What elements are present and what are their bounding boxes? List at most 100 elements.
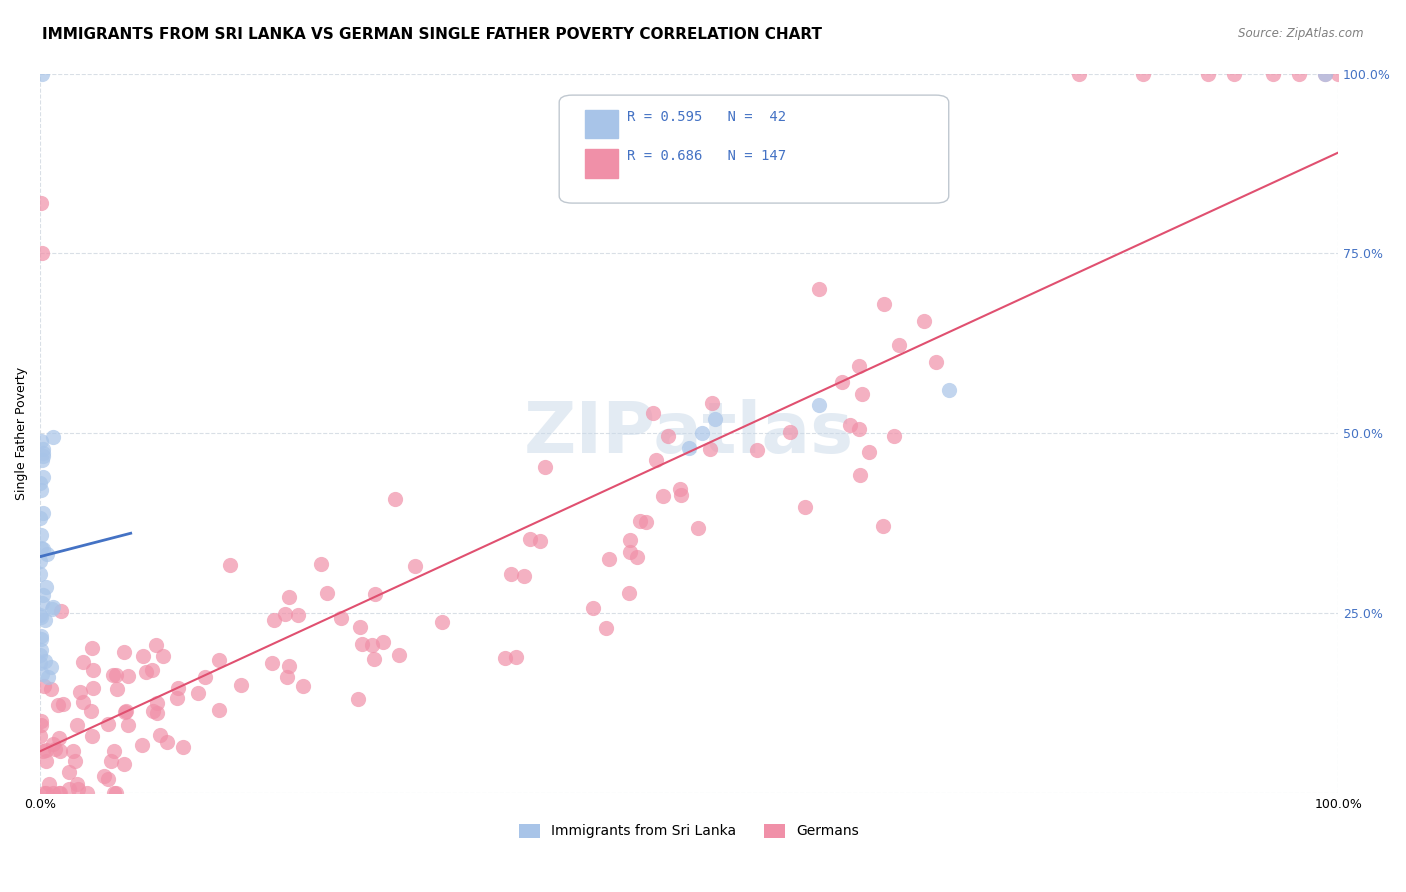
Germans bbox=[166, 681, 188, 696]
Germans bbox=[48, 786, 70, 800]
Germans bbox=[38, 777, 60, 791]
Germans bbox=[72, 695, 94, 709]
Immigrants from Sri Lanka bbox=[31, 442, 53, 456]
Germans bbox=[97, 772, 120, 787]
Germans bbox=[32, 786, 55, 800]
Germans bbox=[699, 442, 721, 457]
Immigrants from Sri Lanka bbox=[30, 527, 52, 541]
Germans bbox=[848, 359, 870, 374]
Germans bbox=[69, 685, 91, 699]
Germans bbox=[208, 703, 231, 717]
Germans bbox=[80, 729, 103, 743]
Germans bbox=[349, 619, 371, 633]
Germans bbox=[35, 754, 58, 768]
Germans bbox=[1067, 66, 1090, 80]
Germans bbox=[103, 786, 125, 800]
Germans bbox=[851, 386, 873, 401]
Text: R = 0.595   N =  42: R = 0.595 N = 42 bbox=[627, 110, 786, 124]
Germans bbox=[58, 782, 80, 797]
Germans bbox=[166, 690, 188, 705]
Germans bbox=[31, 246, 53, 260]
Germans bbox=[42, 737, 65, 751]
FancyBboxPatch shape bbox=[560, 95, 949, 203]
Germans bbox=[187, 686, 209, 700]
Germans bbox=[260, 656, 283, 670]
Germans bbox=[1327, 66, 1350, 80]
Germans bbox=[263, 613, 285, 627]
Immigrants from Sri Lanka bbox=[28, 476, 51, 491]
Germans bbox=[82, 663, 104, 677]
Immigrants from Sri Lanka bbox=[938, 383, 960, 397]
Germans bbox=[529, 534, 551, 549]
Germans bbox=[97, 716, 120, 731]
Germans bbox=[35, 743, 58, 757]
Immigrants from Sri Lanka bbox=[35, 547, 58, 561]
Germans bbox=[839, 417, 862, 432]
Text: Source: ZipAtlas.com: Source: ZipAtlas.com bbox=[1239, 27, 1364, 40]
Immigrants from Sri Lanka bbox=[35, 581, 58, 595]
Germans bbox=[48, 731, 70, 745]
Immigrants from Sri Lanka bbox=[32, 450, 55, 464]
Germans bbox=[32, 679, 55, 693]
Germans bbox=[105, 668, 128, 682]
Germans bbox=[628, 515, 651, 529]
Immigrants from Sri Lanka bbox=[41, 601, 63, 615]
Immigrants from Sri Lanka bbox=[42, 599, 65, 614]
Germans bbox=[519, 533, 541, 547]
Immigrants from Sri Lanka bbox=[31, 596, 53, 610]
Legend: Immigrants from Sri Lanka, Germans: Immigrants from Sri Lanka, Germans bbox=[513, 818, 865, 844]
Germans bbox=[1197, 66, 1219, 80]
Immigrants from Sri Lanka bbox=[31, 469, 53, 483]
Germans bbox=[278, 590, 301, 604]
Germans bbox=[82, 681, 104, 695]
Germans bbox=[831, 375, 853, 389]
Germans bbox=[93, 769, 115, 783]
Germans bbox=[112, 756, 135, 771]
Immigrants from Sri Lanka bbox=[30, 434, 52, 448]
Germans bbox=[505, 649, 527, 664]
Germans bbox=[39, 681, 62, 696]
Immigrants from Sri Lanka bbox=[32, 446, 55, 460]
Germans bbox=[873, 297, 896, 311]
Germans bbox=[219, 558, 242, 572]
Germans bbox=[79, 704, 101, 718]
Germans bbox=[67, 782, 90, 797]
Germans bbox=[208, 653, 231, 667]
Germans bbox=[172, 739, 194, 754]
Germans bbox=[141, 663, 163, 677]
Immigrants from Sri Lanka bbox=[32, 589, 55, 603]
Germans bbox=[363, 652, 385, 666]
Germans bbox=[32, 744, 55, 758]
Germans bbox=[30, 729, 52, 743]
Immigrants from Sri Lanka bbox=[31, 66, 53, 80]
Immigrants from Sri Lanka bbox=[31, 453, 53, 467]
Germans bbox=[52, 697, 75, 711]
Germans bbox=[292, 679, 315, 693]
Germans bbox=[501, 566, 523, 581]
Germans bbox=[30, 714, 52, 728]
Germans bbox=[114, 704, 136, 718]
Germans bbox=[626, 550, 648, 565]
Germans bbox=[156, 734, 179, 748]
Immigrants from Sri Lanka bbox=[34, 654, 56, 668]
Germans bbox=[66, 718, 89, 732]
Immigrants from Sri Lanka bbox=[30, 648, 52, 662]
Germans bbox=[30, 718, 52, 732]
Immigrants from Sri Lanka bbox=[30, 610, 52, 624]
Text: R = 0.686   N = 147: R = 0.686 N = 147 bbox=[627, 149, 786, 163]
Germans bbox=[364, 587, 387, 601]
Germans bbox=[44, 742, 66, 756]
Germans bbox=[278, 659, 301, 673]
Immigrants from Sri Lanka bbox=[704, 412, 727, 426]
Germans bbox=[114, 706, 136, 720]
Germans bbox=[103, 744, 125, 758]
Germans bbox=[35, 786, 58, 800]
Germans bbox=[887, 338, 910, 352]
Germans bbox=[62, 744, 84, 758]
Germans bbox=[142, 704, 165, 718]
Germans bbox=[66, 777, 89, 791]
Germans bbox=[146, 696, 169, 710]
Immigrants from Sri Lanka bbox=[30, 567, 52, 582]
Text: ZIPatlas: ZIPatlas bbox=[524, 399, 853, 468]
Germans bbox=[72, 655, 94, 669]
